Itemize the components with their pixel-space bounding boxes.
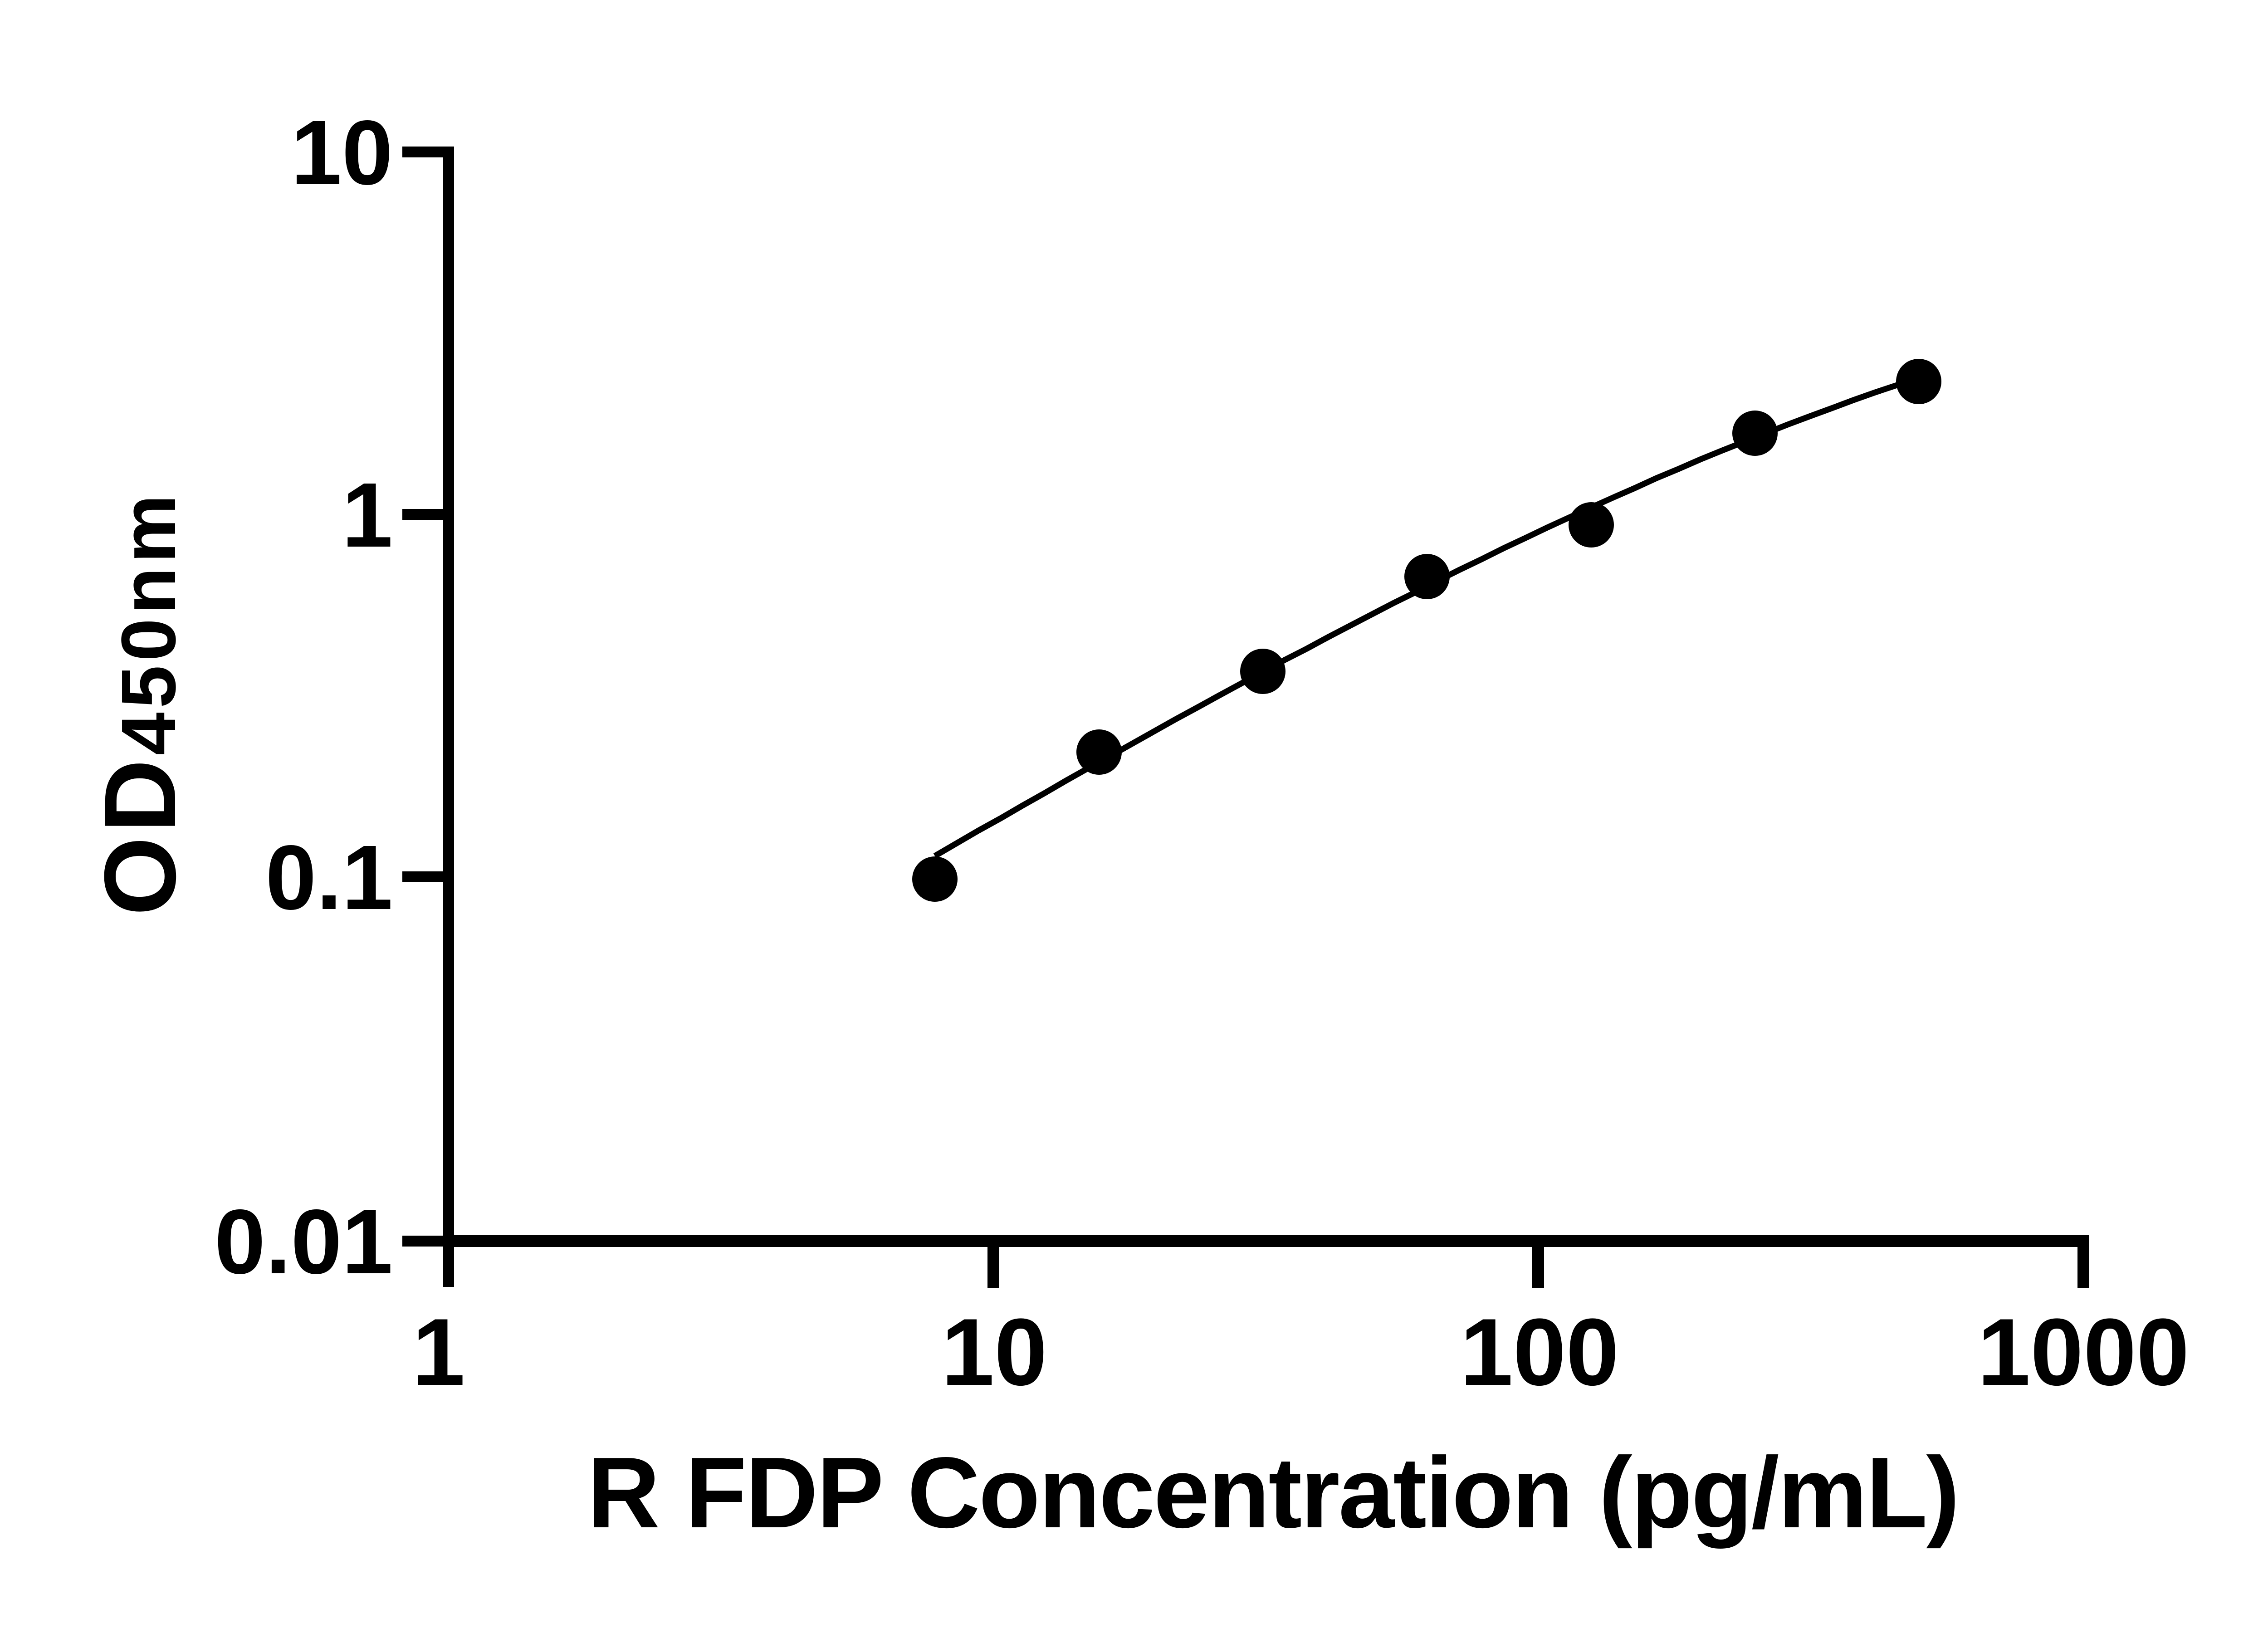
svg-text:1: 1: [412, 1299, 465, 1405]
svg-text:1: 1: [342, 464, 393, 566]
svg-text:10: 10: [291, 101, 393, 204]
svg-text:0.1: 0.1: [265, 826, 393, 929]
svg-text:100: 100: [1460, 1299, 1619, 1405]
svg-text:R FDP Concentration (pg/mL): R FDP Concentration (pg/mL): [587, 1437, 1959, 1549]
svg-text:10: 10: [941, 1299, 1047, 1405]
svg-text:0.01: 0.01: [215, 1190, 393, 1293]
svg-text:OD450nm: OD450nm: [83, 490, 197, 916]
svg-text:1000: 1000: [1977, 1299, 2189, 1405]
